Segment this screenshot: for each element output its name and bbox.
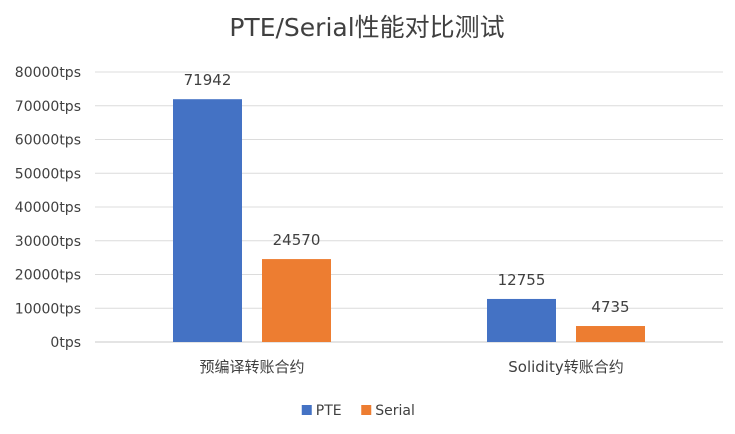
bar-pte-1 — [173, 99, 242, 343]
data-labels: 71942 24570 12755 4735 — [184, 71, 630, 316]
x-axis-tick-labels: 预编译转账合约 Solidity转账合约 — [199, 358, 623, 376]
chart-title: PTE/Serial性能对比测试 — [229, 13, 504, 42]
bar-serial-1 — [262, 259, 331, 342]
y-tick-label: 10000tps — [15, 301, 81, 317]
y-axis-tick-labels: 0tps 10000tps 20000tps 30000tps 40000tps 5000… — [15, 65, 81, 351]
x-tick-label: Solidity转账合约 — [508, 358, 623, 376]
legend-label-pte: PTE — [316, 403, 342, 419]
legend: PTE Serial — [301, 403, 415, 419]
bars — [173, 99, 645, 343]
y-tick-label: 0tps — [50, 335, 81, 351]
data-label: 12755 — [498, 271, 546, 289]
y-tick-label: 80000tps — [15, 65, 81, 81]
bar-pte-2 — [487, 298, 556, 342]
y-tick-label: 20000tps — [15, 268, 81, 284]
legend-swatch-pte — [301, 405, 312, 415]
y-tick-label: 50000tps — [15, 166, 81, 182]
legend-label-serial: Serial — [375, 403, 415, 419]
legend-swatch-serial — [361, 405, 372, 415]
data-label: 24570 — [273, 231, 321, 249]
y-tick-label: 30000tps — [15, 234, 81, 250]
y-tick-label: 60000tps — [15, 133, 81, 149]
y-tick-label: 40000tps — [15, 200, 81, 216]
data-label: 71942 — [184, 71, 232, 89]
data-label: 4735 — [591, 298, 629, 316]
y-tick-label: 70000tps — [15, 99, 81, 115]
x-tick-label: 预编译转账合约 — [199, 358, 304, 376]
bar-serial-2 — [576, 326, 645, 342]
